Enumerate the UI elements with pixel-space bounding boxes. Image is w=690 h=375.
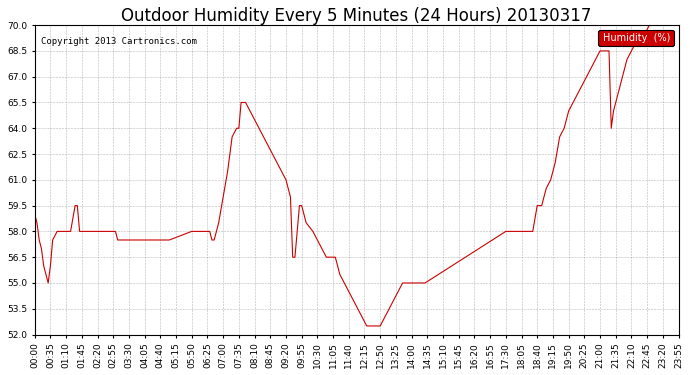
Legend: Humidity  (%): Humidity (%) (598, 30, 673, 46)
Text: Copyright 2013 Cartronics.com: Copyright 2013 Cartronics.com (41, 38, 197, 46)
Title: Outdoor Humidity Every 5 Minutes (24 Hours) 20130317: Outdoor Humidity Every 5 Minutes (24 Hou… (121, 7, 592, 25)
